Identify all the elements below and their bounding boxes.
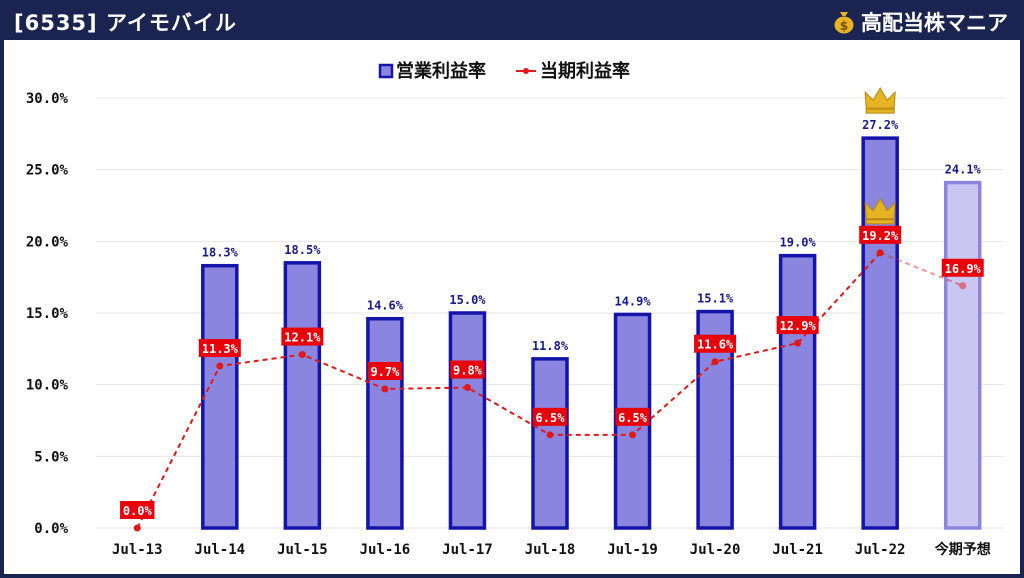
bars-operating-margin <box>201 136 982 530</box>
y-tick-label: 30.0% <box>26 91 69 107</box>
line-data-label: 9.8% <box>453 364 483 378</box>
x-tick-label: Jul-17 <box>442 542 493 558</box>
y-tick-label: 25.0% <box>26 163 69 179</box>
line-point <box>546 431 554 439</box>
legend-swatch-bar <box>378 63 394 79</box>
bar-data-label: 15.1% <box>697 292 734 306</box>
y-tick-label: 15.0% <box>26 306 69 322</box>
line-label-box <box>367 361 403 380</box>
bar-data-label: 19.0% <box>780 236 817 250</box>
line-data-label: 11.3% <box>202 342 239 356</box>
line-data-label: 16.9% <box>945 262 982 276</box>
bar <box>366 316 404 530</box>
line-point <box>711 358 719 366</box>
x-tick-label: Jul-18 <box>525 542 576 558</box>
bar <box>778 253 817 530</box>
line-path <box>136 252 881 529</box>
line-point <box>794 339 802 347</box>
x-axis-ticks: Jul-13 Jul-14 Jul-15 Jul-16 Jul-17 Jul-18 Jul-… <box>112 541 991 558</box>
line-point <box>959 282 967 290</box>
crown-icon <box>864 87 896 109</box>
line-point <box>629 431 637 439</box>
line-data-label: 9.7% <box>370 365 400 379</box>
legend: 営業利益率 当期利益率 <box>378 60 630 82</box>
x-tick-label: Jul-15 <box>277 542 328 558</box>
chart-panel: 0.0% 5.0% 10.0% 15.0% 20.0% 25.0% 30.0% 18.3% 1… <box>4 40 1020 574</box>
line-label-box <box>281 327 324 346</box>
bar-data-label: 18.5% <box>284 243 321 257</box>
bar <box>531 357 569 530</box>
line-data-label: 6.5% <box>618 411 648 425</box>
bar-data-label: 24.1% <box>945 163 982 177</box>
y-tick-label: 5.0% <box>34 449 68 465</box>
x-tick-label: 今期予想 <box>934 541 991 558</box>
header-bar: [6535] アイモバイル $ 高配当株マニア <box>0 0 1024 40</box>
line-point <box>216 362 224 370</box>
bar-data-label: 14.6% <box>367 299 404 313</box>
x-tick-label: Jul-14 <box>195 542 246 558</box>
x-tick-label: Jul-22 <box>855 542 906 558</box>
bar-data-label: 11.8% <box>532 339 569 353</box>
bar <box>448 311 487 530</box>
legend-swatch-dot <box>523 68 529 74</box>
line-data-labels: 0.0% 11.3% 12.1% 9.7% 9.8% 6.5% 6.5% 11.6% 12.9%… <box>120 225 984 519</box>
line-label-box <box>776 316 819 335</box>
brand-logo: $ 高配当株マニア <box>833 7 1008 37</box>
bar <box>283 261 322 530</box>
line-label-box <box>532 407 568 426</box>
bar-data-labels: 18.3% 18.5% 14.6% 15.0% 11.8% 14.9% 15.1% 19.0%… <box>202 118 982 353</box>
x-tick-label: Jul-19 <box>607 542 658 558</box>
bar-forecast <box>943 180 982 530</box>
line-label-box <box>941 258 984 277</box>
y-axis-ticks: 0.0% 5.0% 10.0% 15.0% 20.0% 25.0% 30.0% <box>26 91 69 537</box>
crown-icon-base <box>865 219 895 225</box>
profit-margin-chart: 0.0%5.0%10.0%15.0%20.0%25.0%30.0% 18.3% 1… <box>26 60 1004 558</box>
legend-label-bar: 営業利益率 <box>396 60 486 82</box>
legend-label-line: 当期利益率 <box>540 60 630 82</box>
x-tick-label: Jul-21 <box>772 542 823 558</box>
line-data-label: 12.9% <box>780 319 817 333</box>
line-label-box <box>694 334 737 353</box>
line-data-label: 11.6% <box>697 338 734 352</box>
line-label-box <box>615 407 650 426</box>
svg-text:$: $ <box>840 19 848 33</box>
y-tick-label: 10.0% <box>26 378 69 394</box>
page-title: [6535] アイモバイル <box>14 11 237 35</box>
crown-icon-base <box>865 108 895 114</box>
line-net-margin <box>133 249 967 532</box>
bar-data-label: 18.3% <box>202 246 239 260</box>
bar-data-label: 27.2% <box>862 118 899 132</box>
bar <box>201 263 239 530</box>
crown-icon <box>864 197 896 220</box>
max-markers <box>864 87 896 225</box>
bar-data-label: 14.9% <box>614 294 651 308</box>
line-point <box>133 524 141 532</box>
x-tick-label: Jul-13 <box>112 542 163 558</box>
line-data-label: 19.2% <box>862 229 899 243</box>
line-label-box <box>120 501 155 519</box>
bar <box>861 136 899 530</box>
line-label-box <box>859 225 902 244</box>
x-tick-label: Jul-16 <box>360 542 411 558</box>
line-path-forecast <box>879 251 964 287</box>
money-bag-icon: $ <box>834 12 854 34</box>
line-data-label: 6.5% <box>536 411 566 425</box>
line-label-box <box>198 339 241 358</box>
line-point <box>298 351 306 359</box>
y-tick-label: 0.0% <box>34 521 68 537</box>
line-point <box>381 385 389 393</box>
line-data-label: 12.1% <box>284 331 321 345</box>
x-tick-label: Jul-20 <box>690 542 741 558</box>
line-label-box <box>450 360 485 379</box>
brand-name: 高配当株マニア <box>861 11 1008 35</box>
y-tick-label: 20.0% <box>26 234 69 250</box>
line-point <box>463 384 471 392</box>
line-point <box>876 249 884 257</box>
bar-data-label: 15.0% <box>449 293 486 307</box>
line-data-label: 0.0% <box>123 504 153 518</box>
